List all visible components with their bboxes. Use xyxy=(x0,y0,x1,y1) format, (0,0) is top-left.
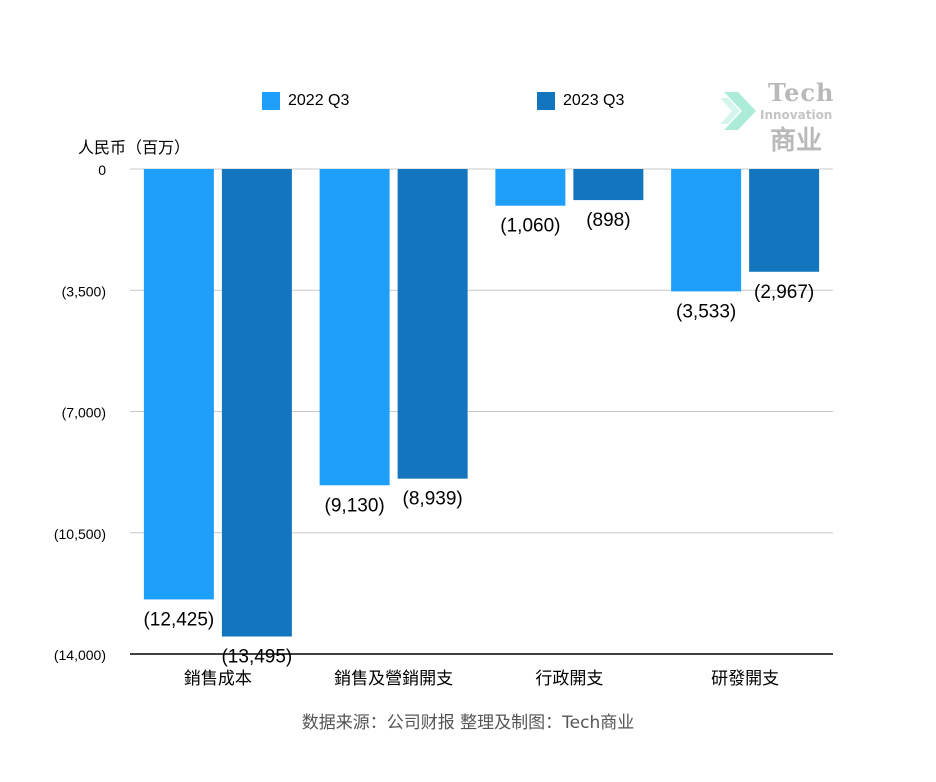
y-tick-labels: 0 (3,500) (7,000) (10,500) (14,000) xyxy=(54,162,106,663)
bar xyxy=(221,169,292,637)
data-label: (3,533) xyxy=(676,301,736,322)
y-axis-unit-label: 人民币（百万） xyxy=(78,138,191,157)
bar xyxy=(573,169,644,201)
y-tick-label: (3,500) xyxy=(62,283,106,299)
bar xyxy=(495,169,566,206)
legend-item-2023: 2023 Q3 xyxy=(537,92,624,110)
source-note: 数据来源：公司财报 整理及制图：Tech商业 xyxy=(301,713,635,733)
legend-item-2022: 2022 Q3 xyxy=(262,92,349,110)
bar xyxy=(397,169,468,479)
arrow-logo-icon xyxy=(720,92,756,130)
bar xyxy=(143,169,214,600)
watermark-line2: Innovation xyxy=(760,108,833,122)
y-tick-label: (10,500) xyxy=(54,526,106,542)
legend-swatch-2023 xyxy=(537,92,555,110)
legend-label-2022: 2022 Q3 xyxy=(288,92,350,109)
x-tick-label: 行政開支 xyxy=(535,669,603,689)
data-label: (8,939) xyxy=(403,489,463,510)
y-tick-label: (7,000) xyxy=(62,405,106,421)
legend-swatch-2022 xyxy=(262,92,280,110)
y-tick-label: (14,000) xyxy=(54,647,106,663)
data-label: (898) xyxy=(586,210,630,231)
bar xyxy=(749,169,820,272)
x-tick-labels: 銷售成本 銷售及營銷開支 行政開支 研發開支 xyxy=(184,669,779,689)
watermark-line3: 商业 xyxy=(770,126,823,156)
x-tick-label: 銷售成本 xyxy=(184,669,252,689)
data-labels: (12,425) (13,495) (9,130) (8,939) (1,060) (89… xyxy=(143,210,814,667)
legend-label-2023: 2023 Q3 xyxy=(563,92,625,109)
y-tick-label: 0 xyxy=(98,162,106,178)
bar xyxy=(319,169,390,486)
data-label: (2,967) xyxy=(754,282,814,303)
watermark-logo: Tech Innovation 商业 xyxy=(720,78,845,158)
data-label: (13,495) xyxy=(221,647,292,668)
x-tick-label: 銷售及營銷開支 xyxy=(334,669,453,689)
data-label: (1,060) xyxy=(500,216,560,237)
data-label: (9,130) xyxy=(325,495,385,516)
data-label: (12,425) xyxy=(143,609,214,630)
bars xyxy=(143,169,820,637)
x-tick-label: 研發開支 xyxy=(711,669,779,689)
bar xyxy=(671,169,742,292)
watermark-line1: Tech xyxy=(768,78,835,107)
